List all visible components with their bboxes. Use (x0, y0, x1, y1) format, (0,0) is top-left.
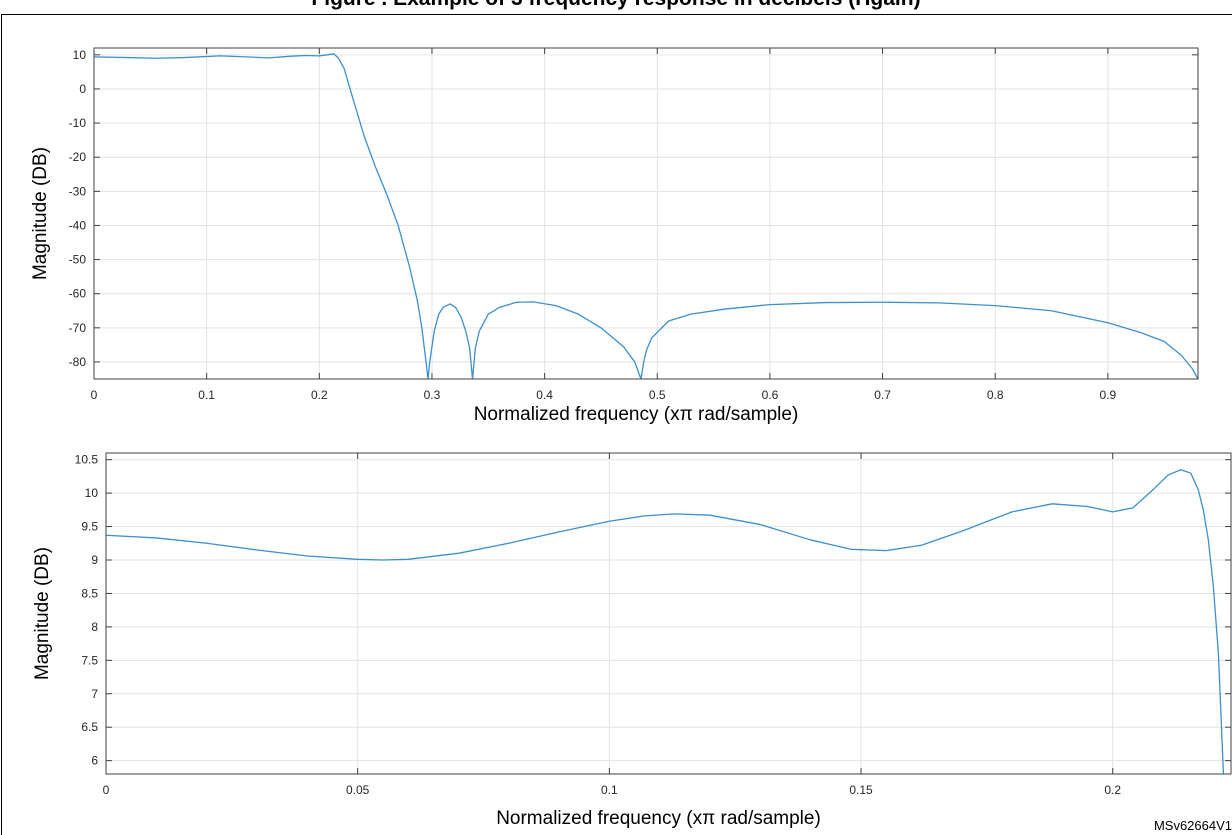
x-tick-label: 0.8 (987, 388, 1004, 402)
x-tick-label: 0.1 (601, 783, 618, 797)
y-tick-label: -50 (69, 253, 87, 267)
series-line (106, 469, 1225, 774)
y-tick-label: -40 (69, 218, 87, 232)
x-tick-label: 0.7 (874, 388, 891, 402)
x-tick-label: 0.3 (424, 388, 441, 402)
figure-frame (1, 14, 1232, 835)
plot-area (106, 453, 1231, 774)
chart-full-band: 0 0.1 0.2 0.3 0.4 0.5 0.6 0.7 0.8 0.9 10 0 -10 -20 -30… (30, 47, 1199, 425)
x-tick-label: 0.5 (649, 388, 666, 402)
y-tick-label: 9.5 (81, 520, 98, 534)
x-tick-label: 0.2 (311, 388, 328, 402)
y-tick-label: 6.5 (81, 720, 98, 734)
axes-box (105, 452, 1232, 775)
figure-title: Figure . Example of 3 frequency response… (0, 0, 1232, 11)
x-tick-label: 0.4 (536, 388, 553, 402)
y-tick-label: 6 (91, 754, 98, 768)
y-tick-label: 10.5 (75, 453, 99, 467)
x-tick-label: 0.2 (1104, 783, 1121, 797)
x-axis-label: Normalized frequency (xπ rad/sample) (474, 404, 799, 425)
y-tick-label: 10 (85, 486, 99, 500)
x-tick-label: 0 (103, 783, 110, 797)
y-tick-label: -60 (69, 287, 87, 301)
chart-passband-zoom: 0 0.05 0.1 0.15 0.2 10.5 10 9.5 9 8.5 8 7.5 7 6.5 6 Nor… (32, 452, 1232, 829)
x-tick-label: 0.1 (198, 388, 215, 402)
x-tick-label: 0.9 (1100, 388, 1117, 402)
y-tick-label: -30 (69, 184, 87, 198)
y-tick-label: 8 (91, 620, 98, 634)
plot-area (94, 48, 1198, 379)
y-tick-label: 10 (73, 48, 87, 62)
y-tick-label: 9 (91, 553, 98, 567)
figure-reference-id: MSv62664V1 (1153, 818, 1232, 833)
series-line (94, 53, 1198, 379)
x-tick-label: 0.6 (762, 388, 779, 402)
y-tick-label: 0 (79, 82, 86, 96)
x-tick-label: 0.05 (346, 783, 370, 797)
y-axis-label: Magnitude (DB) (32, 547, 53, 680)
y-tick-label: -70 (69, 321, 87, 335)
y-tick-label: -80 (69, 355, 87, 369)
y-tick-label: -20 (69, 150, 87, 164)
x-axis-label: Normalized frequency (xπ rad/sample) (496, 808, 821, 829)
y-tick-label: 7.5 (81, 653, 98, 667)
x-tick-label: 0.15 (849, 783, 873, 797)
axes-box (93, 47, 1199, 380)
y-axis-label: Magnitude (DB) (30, 147, 51, 280)
y-tick-label: 8.5 (81, 586, 98, 600)
y-tick-label: 7 (91, 687, 98, 701)
y-tick-label: -10 (69, 116, 87, 130)
x-tick-label: 0 (91, 388, 98, 402)
